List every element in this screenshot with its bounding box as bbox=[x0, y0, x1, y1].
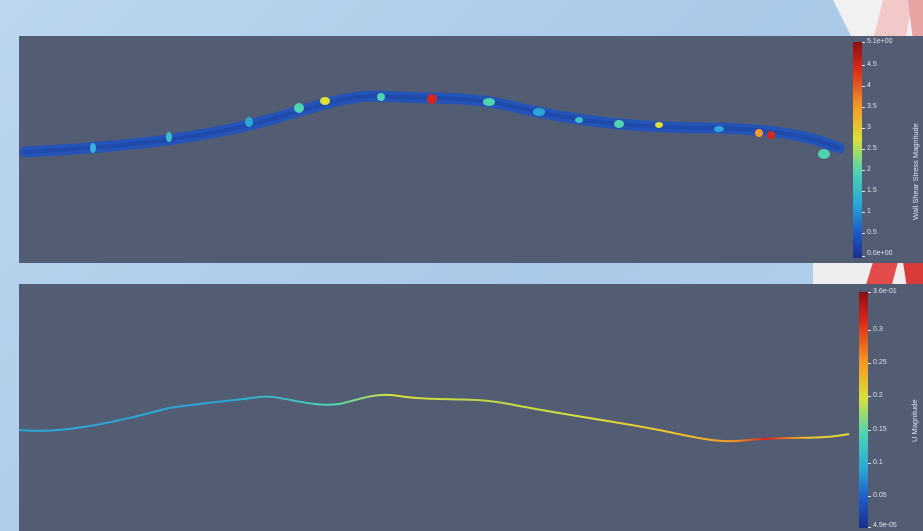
background-decoration-top bbox=[813, 0, 923, 40]
colorbar-tick-label: 4 bbox=[867, 82, 871, 89]
vessel-surface-render bbox=[19, 90, 845, 159]
colorbar-tick-label: 0.2 bbox=[873, 392, 883, 399]
shear-stress-hotspots bbox=[90, 93, 830, 159]
colorbar-title: Wall Shear Stress Magnitude bbox=[911, 123, 920, 220]
colorbar-gradient bbox=[853, 42, 862, 258]
colorbar-tick-label: 4.5 bbox=[867, 61, 877, 68]
colorbar-tick-label: 0.15 bbox=[873, 426, 887, 433]
colorbar-tick-label: 1 bbox=[867, 208, 871, 215]
colorbar-max-label: 5.1e+00 bbox=[867, 38, 893, 45]
colorbar-gradient bbox=[859, 292, 868, 528]
colorbar-tick-label: 3 bbox=[867, 124, 871, 131]
centerline-render bbox=[19, 394, 850, 443]
colorbar-tick-label: 0.25 bbox=[873, 359, 887, 366]
colorbar-max-label: 3.6e-01 bbox=[873, 288, 897, 295]
colorbar-tick-label: 0.1 bbox=[873, 459, 883, 466]
colorbar-min-label: 4.9e-05 bbox=[873, 522, 897, 529]
wall-shear-stress-render-view[interactable]: 5.1e+00 4.5 4 3.5 3 2.5 2 1.5 1 0.5 0.0e… bbox=[19, 36, 923, 263]
colorbar-tick-label: 0.05 bbox=[873, 492, 887, 499]
colorbar-tick-label: 0.3 bbox=[873, 326, 883, 333]
colorbar-tick-label: 1.5 bbox=[867, 187, 877, 194]
colorbar-tick-label: 0.5 bbox=[867, 229, 877, 236]
colorbar-min-label: 0.0e+00 bbox=[867, 250, 893, 257]
velocity-magnitude-render-view[interactable]: 3.6e-01 0.3 0.25 0.2 0.15 0.1 0.05 4.9e-… bbox=[19, 284, 923, 531]
colorbar-title: U Magnitude bbox=[910, 399, 919, 442]
colorbar-tick-label: 2.5 bbox=[867, 145, 877, 152]
colorbar-tick-label: 3.5 bbox=[867, 103, 877, 110]
colorbar-tick-label: 2 bbox=[867, 166, 871, 173]
background-decoration-middle bbox=[813, 262, 923, 288]
